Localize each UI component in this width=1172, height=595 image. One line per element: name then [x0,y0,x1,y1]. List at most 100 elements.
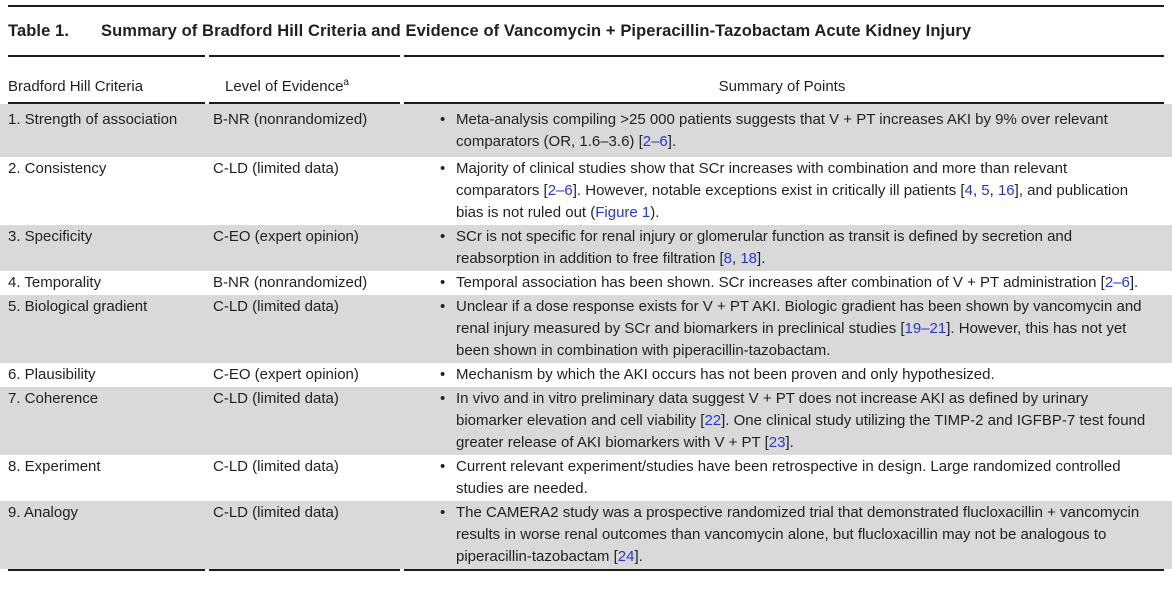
bullet-icon: • [440,503,446,521]
evidence-cell: C-LD (limited data) [213,389,339,407]
header-bottom-rule [8,101,1164,104]
citation-link[interactable]: 23 [768,433,786,451]
evidence-cell: C-EO (expert opinion) [213,365,359,383]
citation-link[interactable]: 24 [617,547,635,565]
table-row: 6. Plausibility C-EO (expert opinion) • Mec… [0,363,1172,387]
criteria-cell: 3. Specificity [8,227,93,245]
evidence-cell: C-LD (limited data) [213,297,339,315]
summary-point: • Meta-analysis compiling >25 000 patient… [400,109,1164,153]
table-1-container: Table 1. Summary of Bradford Hill Criter… [0,5,1172,572]
citation-link[interactable]: 2–6 [547,181,573,199]
summary-text: Meta-analysis compiling >25 000 patients… [456,110,1108,150]
table-row: 7. Coherence C-LD (limited data) • In vivo … [0,386,1172,455]
table-title: Summary of Bradford Hill Criteria and Ev… [101,21,972,40]
summary-text: Mechanism by which the AKI occurs has no… [456,365,995,383]
bullet-icon: • [440,297,446,315]
table-label: Table 1. [8,21,70,40]
rule-segment [8,101,205,104]
summary-point: • SCr is not specific for renal injury or… [400,226,1164,270]
summary-cell: • Meta-analysis compiling >25 000 patient… [400,109,1164,153]
summary-text: Current relevant experiment/studies have… [456,457,1121,497]
criteria-cell: 8. Experiment [8,457,101,475]
table-row: 3. Specificity C-EO (expert opinion) • SCr … [0,224,1172,271]
citation-link[interactable]: 18 [740,249,758,267]
evidence-cell: C-LD (limited data) [213,457,339,475]
bullet-icon: • [440,389,446,407]
summary-cell: • Temporal association has been shown. SC… [400,272,1164,294]
bullet-icon: • [440,110,446,128]
rule-segment [209,568,400,572]
criteria-cell: 5. Biological gradient [8,297,148,315]
criteria-cell: 1. Strength of association [8,110,178,128]
summary-text: The CAMERA2 study was a prospective rand… [456,503,1140,565]
rule-segment [8,568,205,572]
table-header-row: Bradford Hill Criteria Level of Evidence… [8,57,1164,102]
table-row: 5. Biological gradient C-LD (limited data… [0,294,1172,363]
column-header-evidence: Level of Evidencea [207,76,400,95]
citation-link[interactable]: 5 [981,181,990,199]
citation-link[interactable]: 4 [964,181,973,199]
summary-point: • Majority of clinical studies show that … [400,158,1164,224]
citation-link[interactable]: 2–6 [642,132,668,150]
bottom-rule [8,568,1164,572]
summary-text: Unclear if a dose response exists for V … [456,297,1142,359]
table-row: 9. Analogy C-LD (limited data) • The CAMERA… [0,500,1172,569]
summary-cell: • The CAMERA2 study was a prospective ran… [400,502,1164,568]
rule-segment [404,55,1164,57]
rule-segment [404,568,1164,572]
summary-text: Majority of clinical studies show that S… [456,159,1129,221]
table-row: 1. Strength of association B-NR (nonrando… [0,103,1172,157]
evidence-cell: C-LD (limited data) [213,503,339,521]
rule-segment [209,55,400,57]
criteria-cell: 2. Consistency [8,159,107,177]
summary-point: • Current relevant experiment/studies hav… [400,456,1164,500]
summary-point: • Mechanism by which the AKI occurs has n… [400,364,1164,386]
bullet-icon: • [440,457,446,475]
criteria-cell: 4. Temporality [8,273,102,291]
evidence-cell: B-NR (nonrandomized) [213,273,368,291]
citation-link[interactable]: 2–6 [1104,273,1130,291]
footnote-marker: a [343,76,349,88]
citation-link[interactable]: 16 [997,181,1015,199]
top-rule [8,5,1164,7]
bullet-icon: • [440,273,446,291]
summary-point: • In vivo and in vitro preliminary data s… [400,388,1164,454]
table-row: 8. Experiment C-LD (limited data) • Current… [0,455,1172,501]
column-header-summary: Summary of Points [718,77,846,95]
column-header-evidence-label: Level of Evidence [225,77,344,95]
summary-point: • Temporal association has been shown. SC… [400,272,1164,294]
summary-cell: • Unclear if a dose response exists for V… [400,296,1164,362]
summary-point: • Unclear if a dose response exists for V… [400,296,1164,362]
citation-link[interactable]: 8 [723,249,732,267]
summary-cell: • Majority of clinical studies show that … [400,158,1164,224]
citation-link[interactable]: 19–21 [904,319,947,337]
bullet-icon: • [440,365,446,383]
table-row: 4. Temporality B-NR (nonrandomized) • Tempo… [0,271,1172,295]
evidence-cell: C-EO (expert opinion) [213,227,359,245]
bullet-icon: • [440,159,446,177]
summary-text: SCr is not specific for renal injury or … [456,227,1073,267]
summary-cell: • Mechanism by which the AKI occurs has n… [400,364,1164,386]
rule-segment [209,101,400,104]
evidence-cell: B-NR (nonrandomized) [213,110,368,128]
rule-segment [404,101,1164,104]
citation-link[interactable]: Figure 1 [595,203,651,221]
summary-cell: • SCr is not specific for renal injury or… [400,226,1164,270]
criteria-cell: 9. Analogy [8,503,79,521]
summary-cell: • In vivo and in vitro preliminary data s… [400,388,1164,454]
citation-link[interactable]: 22 [704,411,722,429]
table-row: 2. Consistency C-LD (limited data) • Majori… [0,157,1172,225]
rule-segment [8,55,205,57]
summary-cell: • Current relevant experiment/studies hav… [400,456,1164,500]
table-caption: Table 1. Summary of Bradford Hill Criter… [8,7,1164,55]
header-top-rule [8,55,1164,57]
column-header-criteria: Bradford Hill Criteria [8,77,144,95]
summary-text: Temporal association has been shown. SCr… [456,273,1139,291]
table-body: 1. Strength of association B-NR (nonrando… [0,103,1172,569]
evidence-cell: C-LD (limited data) [213,159,339,177]
criteria-cell: 6. Plausibility [8,365,96,383]
summary-text: In vivo and in vitro preliminary data su… [456,389,1146,451]
bullet-icon: • [440,227,446,245]
criteria-cell: 7. Coherence [8,389,99,407]
summary-point: • The CAMERA2 study was a prospective ran… [400,502,1164,568]
